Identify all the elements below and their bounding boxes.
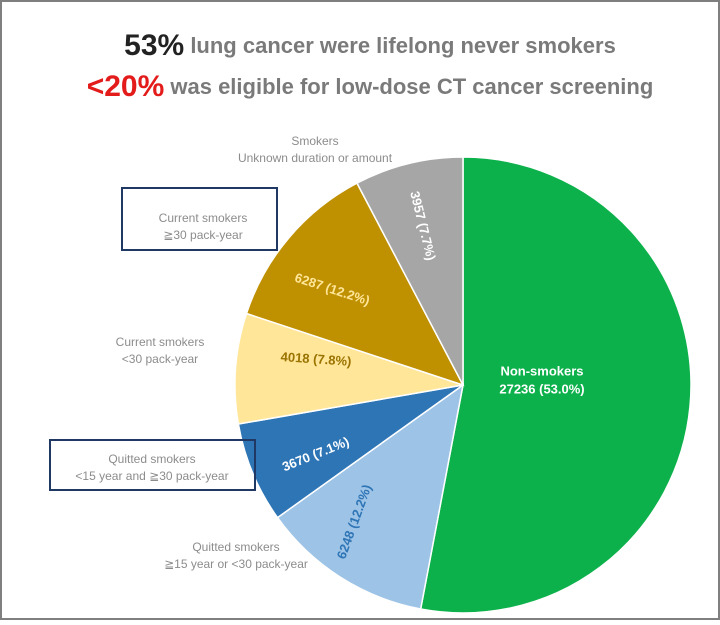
category-label: <15 year and ≧30 pack-year bbox=[75, 469, 228, 483]
highlight-box bbox=[49, 439, 256, 491]
category-label: Quitted smokers bbox=[108, 452, 195, 466]
pie-slice bbox=[245, 182, 465, 387]
highlight-box bbox=[121, 187, 278, 251]
pie-slice bbox=[276, 383, 465, 610]
category-label: Smokers bbox=[291, 134, 338, 148]
category-label: Current smokers bbox=[116, 335, 205, 349]
category-label: ≧15 year or <30 pack-year bbox=[164, 557, 308, 571]
category-label: Non-smokers bbox=[500, 363, 583, 378]
chart-subtitle: <20% was eligible for low-dose CT cancer… bbox=[87, 70, 654, 103]
subtitle-part: <20% bbox=[87, 70, 165, 103]
title-part: lung cancer were lifelong never smokers bbox=[184, 33, 616, 58]
chart-title: 53% lung cancer were lifelong never smok… bbox=[124, 29, 616, 62]
subtitle-part: was eligible for low-dose CT cancer scre… bbox=[164, 74, 653, 99]
category-label: <30 pack-year bbox=[122, 352, 198, 366]
category-label: Current smokers bbox=[159, 211, 248, 225]
pie-slice bbox=[237, 384, 464, 519]
pie-slice bbox=[419, 156, 692, 614]
value-label: 27236 (53.0%) bbox=[499, 381, 584, 396]
category-label: ≧30 pack-year bbox=[163, 228, 242, 242]
category-label: Quitted smokers bbox=[192, 540, 279, 554]
pie-slice bbox=[355, 156, 464, 386]
pie-slice bbox=[234, 312, 464, 425]
category-label: Unknown duration or amount bbox=[238, 151, 393, 165]
value-label: 4018 (7.8%) bbox=[280, 349, 352, 369]
title-part: 53% bbox=[124, 29, 184, 62]
